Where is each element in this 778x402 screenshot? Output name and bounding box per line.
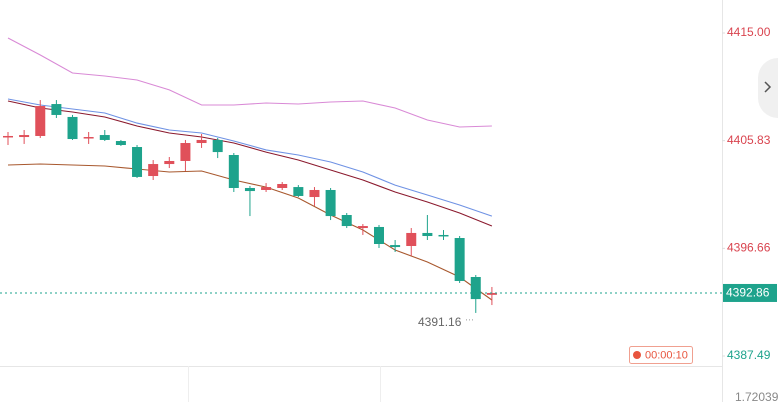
candle xyxy=(35,100,46,138)
candle xyxy=(180,139,191,171)
candle xyxy=(148,160,159,181)
candle-body xyxy=(293,187,304,196)
candle-body xyxy=(390,245,401,248)
candle xyxy=(406,228,417,256)
candle-body xyxy=(67,116,78,140)
candle xyxy=(244,185,255,217)
candle-body xyxy=(357,226,368,229)
candle xyxy=(164,156,175,169)
candle xyxy=(277,182,288,190)
candle xyxy=(325,187,336,221)
candle xyxy=(470,274,481,313)
y-tick-label: 4396.66 xyxy=(727,241,771,255)
candle-body xyxy=(3,135,13,138)
candle-body xyxy=(406,232,417,246)
candle xyxy=(261,183,272,192)
candle-body xyxy=(164,160,175,165)
candle-body xyxy=(341,214,352,227)
candle-body xyxy=(19,135,30,138)
ma-line xyxy=(7,163,493,301)
candle xyxy=(438,230,449,241)
candle-body xyxy=(261,187,272,190)
candle xyxy=(293,185,304,198)
candle xyxy=(3,131,13,146)
y-tick-label: 4415.00 xyxy=(727,25,771,39)
candle xyxy=(228,152,239,192)
candle xyxy=(196,133,207,148)
candle-body xyxy=(132,147,143,177)
candle-body xyxy=(196,139,207,144)
candle-body xyxy=(83,137,94,139)
candle xyxy=(390,240,401,252)
candle-body xyxy=(180,143,191,161)
ma-line xyxy=(7,100,493,227)
candle-body xyxy=(470,276,481,300)
candle xyxy=(19,129,30,144)
ma-line xyxy=(7,37,492,128)
y-tick-label: 4387.49 xyxy=(727,348,771,362)
candle xyxy=(67,114,78,140)
candle xyxy=(83,131,94,144)
current-price-label: 4392.86 xyxy=(726,286,770,300)
candle-body xyxy=(148,164,159,177)
candle xyxy=(51,100,62,119)
candle xyxy=(422,214,433,241)
candle-body xyxy=(309,189,320,198)
candle-body xyxy=(51,104,62,115)
candle xyxy=(341,213,352,229)
candle xyxy=(373,224,384,248)
candle-body xyxy=(325,189,336,217)
bottom-value: 1.72039 xyxy=(735,390,778,402)
candle xyxy=(309,187,320,206)
candle-body xyxy=(422,232,433,237)
candle-body xyxy=(228,154,239,188)
candle xyxy=(115,139,126,146)
low-marker-label: 4391.16 xyxy=(418,315,462,329)
countdown: 00:00:10 xyxy=(645,349,688,361)
candle xyxy=(99,129,110,142)
countdown-box: 00:00:10 xyxy=(629,346,693,364)
ma-line xyxy=(7,98,493,217)
candle-body xyxy=(212,139,223,153)
candle-body xyxy=(373,226,384,244)
y-tick-label: 4405.83 xyxy=(727,133,771,147)
candle-body xyxy=(99,135,110,140)
candle-body xyxy=(277,183,288,188)
candle-body xyxy=(486,292,497,295)
candle xyxy=(486,286,497,306)
scroll-button[interactable] xyxy=(758,58,778,118)
candle xyxy=(212,137,223,159)
candle-body xyxy=(454,238,465,281)
candle xyxy=(454,236,465,283)
candle-body xyxy=(115,141,126,146)
current-price-box xyxy=(723,283,777,302)
candle-body xyxy=(35,106,46,136)
candle-body xyxy=(438,234,449,237)
candle-body xyxy=(244,187,255,192)
candle xyxy=(132,145,143,179)
candle xyxy=(357,224,368,235)
